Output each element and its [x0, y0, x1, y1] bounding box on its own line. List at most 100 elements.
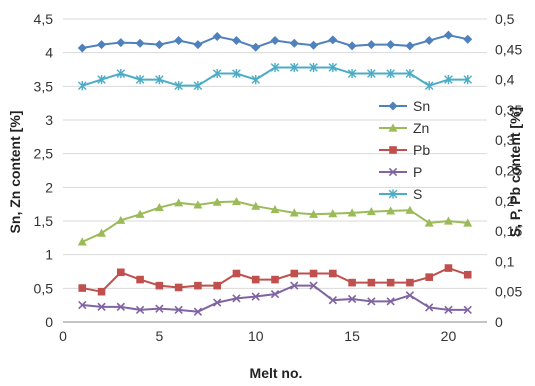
data-point-pb [290, 269, 299, 278]
data-point-pb [309, 269, 318, 278]
y-axis-right-title: S, P, Pb content [%] [507, 107, 523, 237]
data-point-sn [405, 41, 415, 51]
data-point-zn [97, 228, 107, 237]
data-point-s [367, 68, 376, 79]
data-point-s [270, 62, 280, 73]
data-point-sn [116, 38, 126, 48]
data-point-sn [424, 36, 434, 46]
data-point-sn [289, 38, 299, 48]
data-point-pb [329, 269, 337, 278]
data-point-s [135, 75, 145, 85]
data-point-s [193, 81, 203, 91]
data-point-sn [347, 41, 357, 51]
data-point-s [328, 62, 338, 73]
x-axis-ticks: 0 5 10 15 20 [59, 328, 456, 344]
data-point-s [155, 75, 164, 85]
data-point-p [116, 302, 125, 312]
data-point-zn [231, 196, 241, 206]
y-right-tick-label: 0,5 [495, 11, 515, 27]
y-left-tick-label: 1,5 [34, 213, 54, 229]
gridlines [63, 18, 487, 289]
data-point-sn [463, 34, 473, 44]
data-point-zn [289, 208, 299, 217]
data-point-pb [97, 287, 106, 296]
x-tick-label: 0 [59, 328, 67, 344]
data-point-p [251, 292, 260, 301]
data-point-pb [136, 275, 144, 284]
legend-marker [388, 167, 398, 177]
data-point-zn [174, 198, 184, 207]
series-line-p [82, 284, 468, 313]
legend-item-zn: Zn [379, 120, 429, 136]
data-point-s [347, 68, 357, 79]
data-point-zn [309, 209, 319, 218]
data-point-s [116, 68, 126, 79]
data-point-pb [174, 283, 183, 292]
data-point-pb [117, 268, 125, 277]
series-s [77, 62, 473, 91]
series-zn [77, 196, 473, 246]
data-point-pb [232, 269, 241, 278]
legend-label: S [413, 186, 422, 202]
legend-marker [388, 189, 398, 199]
series-pb [78, 264, 472, 296]
legend-marker [389, 146, 397, 154]
data-point-sn [174, 36, 184, 46]
data-point-p [135, 305, 145, 315]
legend-item-p: P [379, 164, 422, 180]
y-right-tick-label: 0,3 [495, 132, 515, 148]
data-point-s [289, 62, 299, 73]
x-tick-label: 5 [155, 328, 163, 344]
y-left-tick-label: 3,5 [34, 78, 54, 94]
legend: Sn Zn Pb PS [379, 98, 430, 202]
data-point-s [77, 81, 87, 91]
data-point-sn [97, 40, 107, 50]
data-point-p [270, 289, 280, 299]
data-point-zn [463, 218, 473, 227]
data-point-p [386, 297, 395, 306]
y-right-tick-label: 0,25 [495, 163, 522, 179]
data-point-sn [231, 36, 241, 46]
y-left-tick-label: 1 [45, 247, 53, 263]
data-point-p [78, 300, 87, 310]
data-point-p [444, 305, 453, 315]
x-axis-title: Melt no. [250, 365, 303, 381]
data-point-zn [366, 207, 376, 216]
data-point-s [424, 81, 434, 91]
data-point-p [367, 297, 376, 306]
data-point-p [347, 294, 357, 304]
x-tick-label: 20 [441, 328, 457, 344]
series-sn [77, 30, 473, 53]
series-layer [77, 30, 473, 316]
data-point-s [97, 75, 106, 85]
data-point-sn [193, 40, 203, 50]
y-left-tick-label: 0 [45, 314, 53, 330]
y-right-tick-label: 0,05 [495, 284, 522, 300]
data-point-p [405, 291, 415, 300]
data-point-p [155, 304, 164, 313]
data-point-s [444, 75, 453, 85]
legend-label: Pb [413, 142, 430, 158]
data-point-zn [405, 205, 415, 214]
data-point-p [213, 298, 222, 307]
data-point-p [463, 305, 472, 315]
data-point-pb [194, 281, 202, 290]
data-point-zn [328, 209, 338, 218]
y-right-tick-label: 0,1 [495, 253, 515, 269]
data-point-s [251, 75, 261, 85]
data-point-zn [251, 201, 261, 210]
y-axis-left-title: Sn, Zn content [%] [7, 111, 23, 234]
data-point-pb [406, 278, 414, 287]
data-point-sn [154, 40, 164, 50]
data-point-pb [425, 273, 433, 281]
legend-label: P [413, 164, 422, 180]
data-point-s [174, 81, 183, 91]
data-point-sn [251, 42, 261, 52]
y-right-tick-label: 0,45 [495, 41, 522, 57]
legend-label: Sn [413, 98, 430, 114]
y-right-tick-label: 0,15 [495, 223, 522, 239]
data-point-p [425, 303, 434, 312]
data-point-p [193, 307, 203, 316]
data-point-sn [386, 40, 396, 50]
